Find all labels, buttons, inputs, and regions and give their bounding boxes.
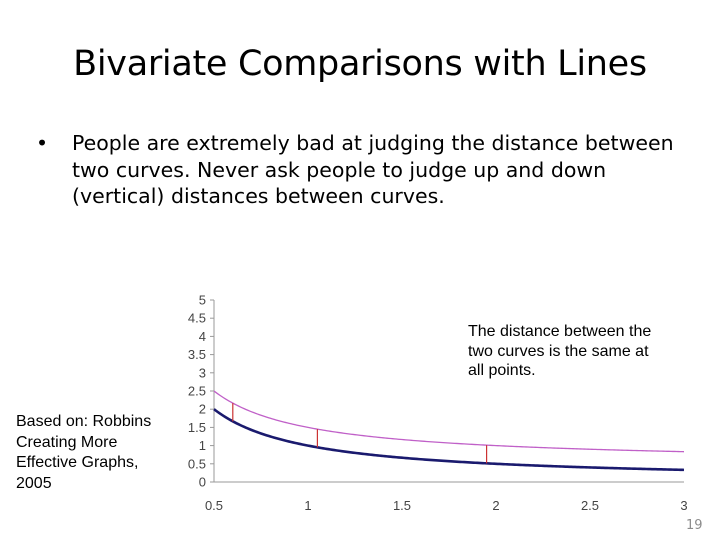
upper-curve bbox=[213, 390, 685, 453]
lower-curve bbox=[213, 408, 685, 472]
y-tick-label: 0 bbox=[199, 475, 206, 490]
y-tick-label: 5 bbox=[199, 293, 206, 308]
x-tick-label: 0.5 bbox=[205, 498, 223, 513]
x-tick-label: 1 bbox=[304, 498, 311, 513]
bullet-marker: • bbox=[36, 131, 49, 155]
y-tick-label: 2 bbox=[199, 402, 206, 417]
y-tick-label: 1 bbox=[199, 438, 206, 453]
slide-title: Bivariate Comparisons with Lines bbox=[73, 44, 647, 84]
x-tick-label: 2.5 bbox=[581, 498, 599, 513]
bullet-point: • People are extremely bad at judging th… bbox=[36, 130, 696, 210]
bullet-text: People are extremely bad at judging the … bbox=[72, 131, 674, 208]
x-tick-label: 2 bbox=[492, 498, 499, 513]
source-credit: Based on: Robbins Creating More Effectiv… bbox=[16, 413, 152, 492]
x-tick-label: 1.5 bbox=[393, 498, 411, 513]
chart-annotation: The distance between the two curves is t… bbox=[468, 323, 652, 379]
page-number: 19 bbox=[686, 518, 703, 533]
y-tick-label: 1.5 bbox=[188, 420, 206, 435]
y-tick-label: 3.5 bbox=[188, 347, 206, 362]
y-tick-label: 2.5 bbox=[188, 384, 206, 399]
y-tick-label: 4.5 bbox=[188, 311, 206, 326]
x-tick-label: 3 bbox=[680, 498, 687, 513]
y-tick-label: 4 bbox=[199, 329, 206, 344]
y-tick-label: 3 bbox=[199, 365, 206, 380]
y-tick-label: 0.5 bbox=[188, 456, 206, 471]
